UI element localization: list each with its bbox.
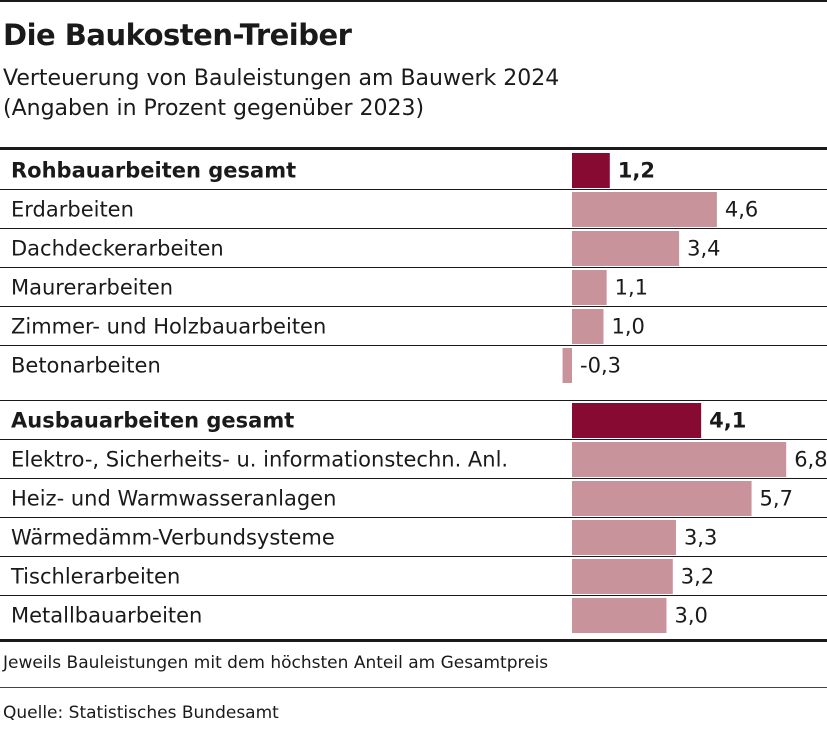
total-category-label: Ausbauarbeiten gesamt — [11, 409, 294, 433]
value-label: 5,7 — [760, 487, 793, 511]
value-label: 3,2 — [681, 565, 714, 589]
footnote: Jeweils Bauleistungen mit dem höchsten A… — [3, 653, 549, 673]
bar — [572, 442, 787, 477]
category-label: Metallbauarbeiten — [11, 604, 202, 628]
value-label: 3,4 — [687, 237, 720, 261]
bar — [572, 481, 752, 516]
category-label: Zimmer- und Holzbauarbeiten — [11, 315, 326, 339]
category-label: Heiz- und Warmwasseranlagen — [11, 487, 336, 511]
chart-bottom-rule — [0, 639, 827, 642]
bar — [562, 348, 572, 383]
category-label: Elektro-, Sicherheits- u. informationste… — [11, 448, 508, 472]
bar — [572, 598, 667, 633]
category-label: Betonarbeiten — [11, 354, 161, 378]
value-label: 3,3 — [684, 526, 717, 550]
chart-subtitle-line2: (Angaben in Prozent gegenüber 2023) — [3, 96, 425, 121]
category-label: Tischlerarbeiten — [10, 565, 180, 589]
category-label: Dachdeckerarbeiten — [11, 237, 224, 261]
bar — [572, 559, 673, 594]
total-value-label: 1,2 — [618, 159, 655, 183]
chart-title: Die Baukosten-Treiber — [3, 18, 352, 52]
category-label: Maurerarbeiten — [11, 276, 173, 300]
total-bar — [572, 153, 610, 188]
value-label: 3,0 — [675, 604, 708, 628]
bar — [572, 192, 717, 227]
footer-divider — [0, 687, 827, 688]
value-label: 6,8 — [794, 448, 827, 472]
total-bar — [572, 403, 702, 438]
bar — [572, 309, 604, 344]
category-label: Erdarbeiten — [11, 198, 134, 222]
bar — [572, 520, 676, 555]
chart-top-rule — [0, 147, 827, 150]
value-label: -0,3 — [580, 354, 621, 378]
top-rule — [0, 0, 827, 2]
source-note: Quelle: Statistisches Bundesamt — [3, 703, 279, 723]
chart-subtitle-line1: Verteuerung von Bauleistungen am Bauwerk… — [3, 66, 560, 91]
value-label: 1,1 — [615, 276, 648, 300]
category-label: Wärmedämm-Verbundsysteme — [11, 526, 335, 550]
value-label: 1,0 — [612, 315, 645, 339]
bar — [572, 231, 680, 266]
value-label: 4,6 — [725, 198, 758, 222]
total-category-label: Rohbauarbeiten gesamt — [11, 159, 296, 183]
total-value-label: 4,1 — [709, 409, 746, 433]
bar — [572, 270, 607, 305]
